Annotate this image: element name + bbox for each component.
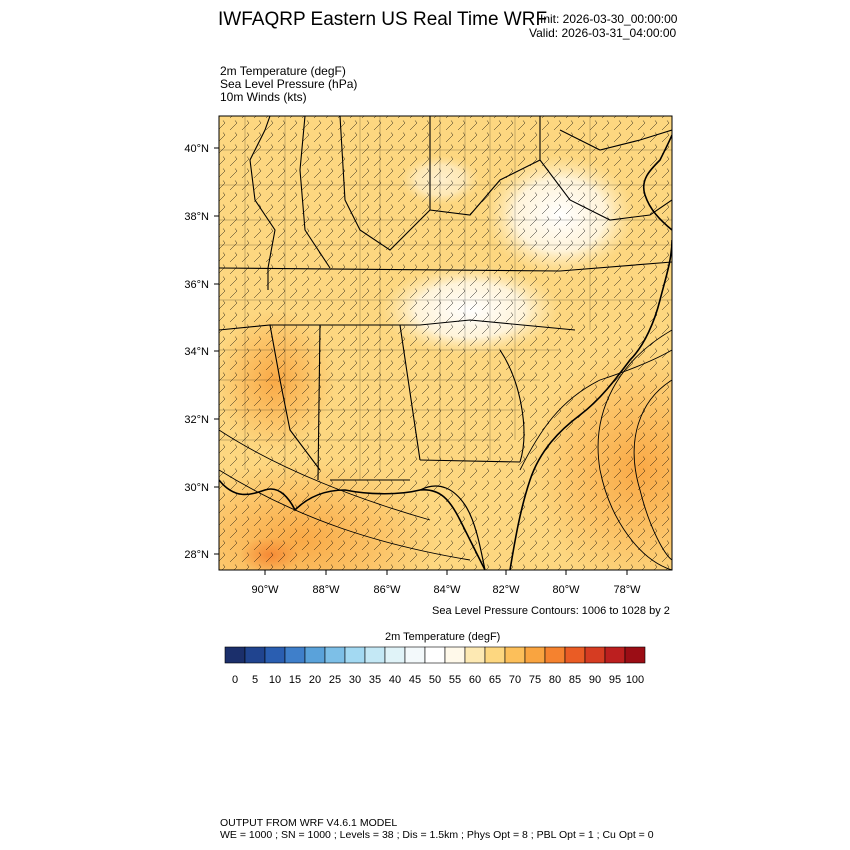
lat-tick-label: 36°N — [184, 279, 209, 291]
colorbar-swatch — [284, 646, 306, 664]
model-output-label: OUTPUT FROM WRF V4.6.1 MODEL — [220, 817, 398, 829]
colorbar-swatch — [444, 646, 466, 664]
colorbar-title: 2m Temperature (degF) — [385, 631, 501, 643]
colorbar-tick-label: 55 — [449, 674, 461, 686]
county-borders — [219, 116, 672, 480]
lon-tick-label: 80°W — [552, 584, 580, 596]
colorbar-swatch — [324, 646, 346, 664]
lon-tick-label: 78°W — [613, 584, 641, 596]
colorbar-swatch — [364, 646, 386, 664]
coastline — [219, 134, 672, 570]
lon-tick-label: 86°W — [373, 584, 401, 596]
colorbar-tick-label: 45 — [409, 674, 421, 686]
colorbar-tick-label: 95 — [609, 674, 621, 686]
lat-tick-label: 30°N — [184, 482, 209, 494]
map-frame — [218, 115, 673, 571]
colorbar-tick-label: 25 — [329, 674, 341, 686]
colorbar-swatch — [604, 646, 626, 664]
model-config-label: WE = 1000 ; SN = 1000 ; Levels = 38 ; Di… — [220, 829, 654, 841]
colorbar-swatch — [504, 646, 526, 664]
colorbar-tick-label: 60 — [469, 674, 481, 686]
colorbar-swatch — [344, 646, 366, 664]
latitude-axis: 40°N 38°N 36°N 34°N 32°N 30°N 28°N — [184, 143, 219, 561]
colorbar-tick-label: 90 — [589, 674, 601, 686]
longitude-axis: 90°W 88°W 86°W 84°W 82°W 80°W 78°W — [251, 570, 641, 596]
lon-tick-label: 84°W — [433, 584, 461, 596]
colorbar-swatch — [244, 646, 266, 664]
lon-tick-label: 88°W — [312, 584, 340, 596]
wind-barbs — [219, 116, 672, 570]
variable-winds-label: 10m Winds (kts) — [220, 90, 307, 104]
colorbar-tick-label: 100 — [626, 674, 644, 686]
pressure-contours — [219, 329, 672, 570]
lon-tick-label: 82°W — [492, 584, 520, 596]
colorbar-swatch — [404, 646, 426, 664]
colorbar-swatch — [264, 646, 286, 664]
init-time-label: Init: 2026-03-30_00:00:00 — [540, 12, 678, 26]
pressure-contour-note: Sea Level Pressure Contours: 1006 to 102… — [432, 605, 670, 617]
colorbar-swatch — [624, 646, 646, 664]
colorbar-tick-label: 40 — [389, 674, 401, 686]
colorbar-tick-label: 10 — [269, 674, 281, 686]
colorbar-swatch — [524, 646, 546, 664]
lat-tick-label: 40°N — [184, 143, 209, 155]
colorbar-tick-label: 20 — [309, 674, 321, 686]
plot-title: IWFAQRP Eastern US Real Time WRF — [218, 9, 548, 30]
colorbar-tick-label: 50 — [429, 674, 441, 686]
colorbar-swatch — [484, 646, 506, 664]
map-field — [219, 116, 672, 570]
variable-temperature-label: 2m Temperature (degF) — [220, 64, 346, 78]
colorbar-swatch — [464, 646, 486, 664]
colorbar-tick-label: 80 — [549, 674, 561, 686]
colorbar-tick-label: 35 — [369, 674, 381, 686]
colorbar-tick-label: 85 — [569, 674, 581, 686]
lat-tick-label: 38°N — [184, 211, 209, 223]
lat-tick-label: 28°N — [184, 549, 209, 561]
colorbar — [224, 646, 646, 664]
colorbar-swatch — [584, 646, 606, 664]
colorbar-swatch — [424, 646, 446, 664]
colorbar-tick-label: 65 — [489, 674, 501, 686]
state-borders — [219, 116, 672, 481]
variable-pressure-label: Sea Level Pressure (hPa) — [220, 77, 358, 91]
colorbar-tick-label: 75 — [529, 674, 541, 686]
valid-time-label: Valid: 2026-03-31_04:00:00 — [529, 26, 677, 40]
lon-tick-label: 90°W — [251, 584, 279, 596]
colorbar-swatch — [384, 646, 406, 664]
colorbar-tick-label: 70 — [509, 674, 521, 686]
colorbar-swatch — [564, 646, 586, 664]
lat-tick-label: 32°N — [184, 414, 209, 426]
colorbar-tick-label: 0 — [232, 674, 238, 686]
colorbar-tick-label: 15 — [289, 674, 301, 686]
colorbar-swatch — [544, 646, 566, 664]
colorbar-tick-label: 30 — [349, 674, 361, 686]
colorbar-tick-label: 5 — [252, 674, 258, 686]
colorbar-labels: 0 5 10 15 20 25 30 35 40 45 50 55 60 65 70 75 80 85 90 95 10… — [232, 674, 644, 686]
colorbar-swatch — [304, 646, 326, 664]
lat-tick-label: 34°N — [184, 346, 209, 358]
colorbar-swatch — [224, 646, 246, 664]
florida-coast — [419, 485, 486, 570]
